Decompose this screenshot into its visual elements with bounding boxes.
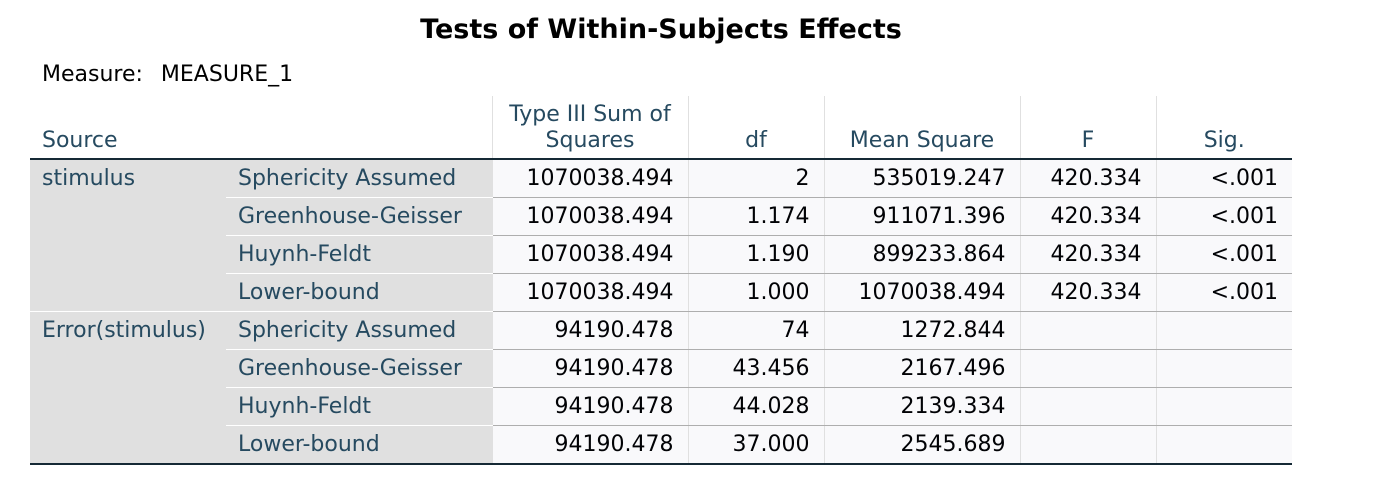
measure-value: MEASURE_1 [160, 62, 294, 87]
sig-cell [1155, 349, 1292, 388]
f-cell [1019, 311, 1156, 350]
ss-cell: 1070038.494 [491, 159, 688, 198]
df-cell: 1.000 [687, 273, 824, 312]
measure-label: Measure: [42, 62, 143, 87]
header-source: Source [30, 96, 492, 160]
ms-cell: 535019.247 [823, 159, 1020, 198]
f-cell [1019, 349, 1156, 388]
sig-cell: <.001 [1155, 159, 1292, 198]
header-sum-of-squares: Type III Sum of Squares [491, 96, 688, 160]
ms-cell: 1272.844 [823, 311, 1020, 350]
table-row: Greenhouse-Geisser 1070038.494 1.174 911… [30, 197, 1292, 236]
ss-cell: 1070038.494 [491, 197, 688, 236]
sig-cell [1155, 387, 1292, 426]
sig-cell: <.001 [1155, 235, 1292, 274]
ms-cell: 2545.689 [823, 425, 1020, 465]
df-cell: 2 [687, 159, 824, 198]
table-row: Lower-bound 1070038.494 1.000 1070038.49… [30, 273, 1292, 312]
correction-label: Sphericity Assumed [226, 159, 492, 198]
correction-label: Lower-bound [226, 425, 492, 465]
ss-cell: 1070038.494 [491, 273, 688, 312]
sig-cell: <.001 [1155, 197, 1292, 236]
measure-line: Measure: MEASURE_1 [42, 62, 293, 87]
ms-cell: 2167.496 [823, 349, 1020, 388]
ss-cell: 94190.478 [491, 311, 688, 350]
df-cell: 37.000 [687, 425, 824, 465]
header-row: Source Type III Sum of Squares df Mean S… [30, 96, 1292, 160]
ss-cell: 94190.478 [491, 349, 688, 388]
within-subjects-effects-table: Source Type III Sum of Squares df Mean S… [30, 96, 1292, 465]
f-cell: 420.334 [1019, 197, 1156, 236]
f-cell [1019, 387, 1156, 426]
table-body: stimulus Sphericity Assumed 1070038.494 … [30, 159, 1292, 465]
table-row: Lower-bound 94190.478 37.000 2545.689 [30, 425, 1292, 465]
table-row: stimulus Sphericity Assumed 1070038.494 … [30, 159, 1292, 312]
correction-label: Greenhouse-Geisser [226, 197, 492, 236]
f-cell: 420.334 [1019, 235, 1156, 274]
correction-label: Greenhouse-Geisser [226, 349, 492, 388]
sig-cell: <.001 [1155, 273, 1292, 312]
ms-cell: 899233.864 [823, 235, 1020, 274]
df-cell: 43.456 [687, 349, 824, 388]
table-row: Huynh-Feldt 94190.478 44.028 2139.334 [30, 387, 1292, 426]
correction-label: Huynh-Feldt [226, 387, 492, 426]
ss-cell: 1070038.494 [491, 235, 688, 274]
header-mean-square: Mean Square [823, 96, 1020, 160]
header-f: F [1019, 96, 1156, 160]
correction-label: Sphericity Assumed [226, 311, 492, 350]
ss-cell: 94190.478 [491, 425, 688, 465]
table-row: Huynh-Feldt 1070038.494 1.190 899233.864… [30, 235, 1292, 274]
table-row: Greenhouse-Geisser 94190.478 43.456 2167… [30, 349, 1292, 388]
source-label: stimulus [30, 159, 226, 312]
header-sig: Sig. [1155, 96, 1292, 160]
correction-label: Lower-bound [226, 273, 492, 312]
df-cell: 74 [687, 311, 824, 350]
ms-cell: 2139.334 [823, 387, 1020, 426]
header-df: df [687, 96, 824, 160]
table-row: Error(stimulus) Sphericity Assumed 94190… [30, 311, 1292, 465]
ms-cell: 1070038.494 [823, 273, 1020, 312]
df-cell: 1.174 [687, 197, 824, 236]
sig-cell [1155, 311, 1292, 350]
df-cell: 44.028 [687, 387, 824, 426]
f-cell: 420.334 [1019, 159, 1156, 198]
table-title: Tests of Within-Subjects Effects [420, 14, 902, 45]
f-cell [1019, 425, 1156, 465]
source-label: Error(stimulus) [30, 311, 226, 465]
correction-label: Huynh-Feldt [226, 235, 492, 274]
f-cell: 420.334 [1019, 273, 1156, 312]
ss-cell: 94190.478 [491, 387, 688, 426]
ms-cell: 911071.396 [823, 197, 1020, 236]
df-cell: 1.190 [687, 235, 824, 274]
sig-cell [1155, 425, 1292, 465]
